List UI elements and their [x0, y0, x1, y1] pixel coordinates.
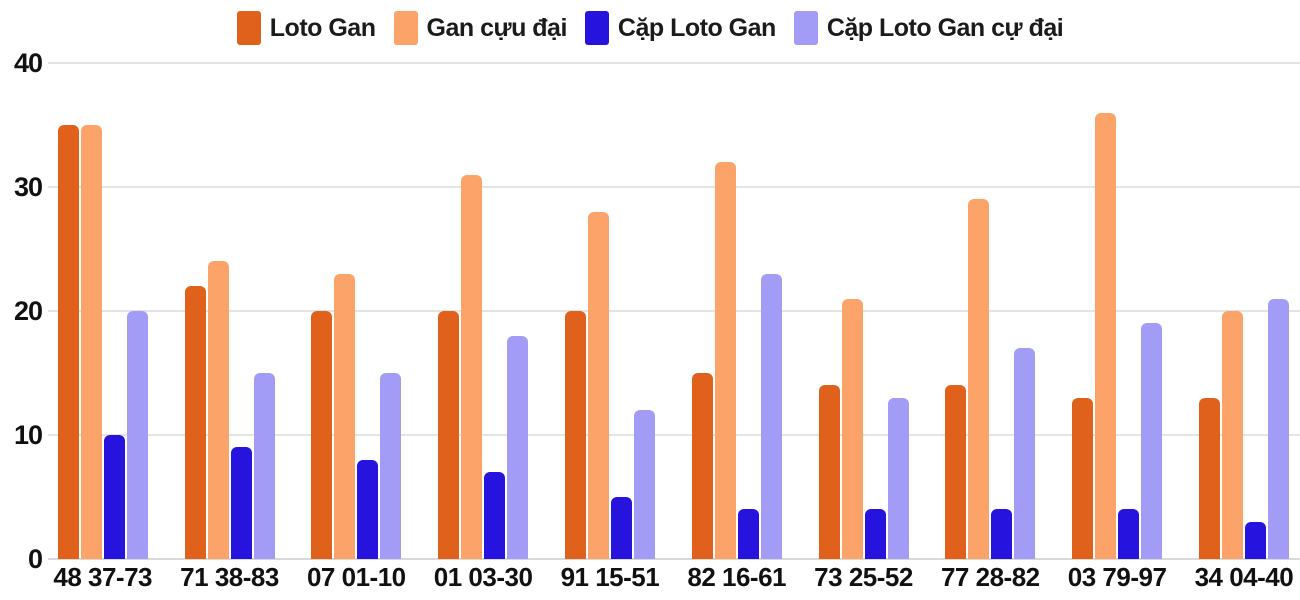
bar-gan-cuu-dai: [714, 162, 736, 559]
bar-group-5: [691, 63, 782, 559]
legend-label-loto-gan: Loto Gan: [269, 13, 376, 42]
x-tick-label-9: 34 04-40: [1194, 562, 1294, 592]
legend-label-gan-cuu-dai: Gan cựu đại: [426, 13, 568, 42]
bar-cap-loto-gan: [737, 509, 759, 559]
bar-loto-gan: [1198, 398, 1220, 559]
bar-group-9: [1198, 63, 1289, 559]
plot-area: [48, 62, 1300, 560]
bar-group-4: [564, 63, 655, 559]
bar-cap-loto-gan-cu-dai: [253, 373, 275, 559]
y-tick-label-20: 20: [13, 296, 43, 326]
bar-gan-cuu-dai: [80, 125, 102, 559]
legend-swatch-gan-cuu-dai: [393, 11, 418, 45]
bar-loto-gan: [945, 385, 967, 559]
x-tick-label-5: 82 16-61: [687, 562, 787, 592]
x-tick-label-3: 01 03-30: [433, 562, 533, 592]
x-tick-label-8: 03 79-97: [1067, 562, 1167, 592]
legend-label-cap-loto-gan-cu-dai: Cặp Loto Gan cự đại: [826, 13, 1064, 42]
gridline-y-10: [48, 434, 1300, 436]
x-tick-label-1: 71 38-83: [180, 562, 279, 592]
x-tick-label-2: 07 01-10: [306, 562, 406, 592]
legend-swatch-cap-loto-gan: [584, 11, 609, 45]
y-tick-label-30: 30: [13, 172, 43, 202]
legend-label-cap-loto-gan: Cặp Loto Gan: [617, 13, 776, 42]
y-axis: 0 10 20 30 40: [0, 48, 44, 574]
legend-swatch-cap-loto-gan-cu-dai: [793, 11, 818, 45]
bar-cap-loto-gan-cu-dai: [380, 373, 402, 559]
bar-group-3: [438, 63, 529, 559]
bar-loto-gan: [311, 311, 333, 559]
y-tick-label-0: 0: [27, 544, 43, 574]
bar-cap-loto-gan-cu-dai: [1014, 348, 1036, 559]
legend-item-loto-gan: Loto Gan: [236, 11, 376, 45]
bar-loto-gan: [184, 286, 206, 559]
bar-cap-loto-gan: [991, 509, 1013, 559]
bar-group-0: [57, 63, 148, 559]
bar-loto-gan: [818, 385, 840, 559]
bar-cap-loto-gan: [864, 509, 886, 559]
bar-group-1: [184, 63, 275, 559]
gridline-y-20: [48, 310, 1300, 312]
y-tick-label-10: 10: [13, 420, 43, 450]
bar-cap-loto-gan: [230, 447, 252, 559]
legend-item-cap-loto-gan: Cặp Loto Gan: [584, 11, 776, 45]
legend-item-cap-loto-gan-cu-dai: Cặp Loto Gan cự đại: [793, 11, 1064, 45]
gridline-y-30: [48, 186, 1300, 188]
bar-loto-gan: [564, 311, 586, 559]
gridline-y-0: [48, 558, 1300, 560]
bar-gan-cuu-dai: [1221, 311, 1243, 559]
bar-group-7: [945, 63, 1036, 559]
bar-cap-loto-gan: [1118, 509, 1140, 559]
bar-cap-loto-gan-cu-dai: [1267, 299, 1289, 559]
legend: Loto Gan Gan cựu đại Cặp Loto Gan Cặp Lo…: [0, 8, 1300, 48]
bar-cap-loto-gan: [357, 460, 379, 559]
bar-group-8: [1072, 63, 1163, 559]
y-tick-label-40: 40: [13, 48, 43, 78]
bar-cap-loto-gan-cu-dai: [760, 274, 782, 559]
legend-item-gan-cuu-dai: Gan cựu đại: [393, 11, 568, 45]
x-tick-label-0: 48 37-73: [53, 562, 153, 592]
bar-cap-loto-gan-cu-dai: [507, 336, 529, 559]
bar-gan-cuu-dai: [1095, 113, 1117, 559]
x-tick-label-6: 73 25-52: [814, 562, 913, 592]
bar-gan-cuu-dai: [587, 212, 609, 559]
x-tick-label-7: 77 28-82: [940, 562, 1040, 592]
bar-group-6: [818, 63, 909, 559]
bar-gan-cuu-dai: [968, 199, 990, 559]
bar-loto-gan: [57, 125, 79, 559]
bar-loto-gan: [691, 373, 713, 559]
x-axis: 48 37-73 71 38-83 07 01-10 01 03-30 91 15-51…: [0, 562, 1300, 598]
legend-swatch-loto-gan: [236, 11, 261, 45]
bar-group-2: [311, 63, 402, 559]
bar-cap-loto-gan: [1244, 522, 1266, 559]
gridline-y-40: [48, 62, 1300, 64]
bar-loto-gan: [1072, 398, 1094, 559]
bar-cap-loto-gan-cu-dai: [887, 398, 909, 559]
bar-cap-loto-gan-cu-dai: [126, 311, 148, 559]
bar-cap-loto-gan-cu-dai: [633, 410, 655, 559]
bar-gan-cuu-dai: [334, 274, 356, 559]
bar-cap-loto-gan: [610, 497, 632, 559]
x-tick-label-4: 91 15-51: [560, 562, 660, 592]
bar-loto-gan: [438, 311, 460, 559]
bar-gan-cuu-dai: [841, 299, 863, 559]
bar-gan-cuu-dai: [461, 175, 483, 559]
bar-gan-cuu-dai: [207, 261, 229, 559]
bar-cap-loto-gan: [103, 435, 125, 559]
bar-cap-loto-gan: [484, 472, 506, 559]
bar-cap-loto-gan-cu-dai: [1141, 323, 1163, 559]
